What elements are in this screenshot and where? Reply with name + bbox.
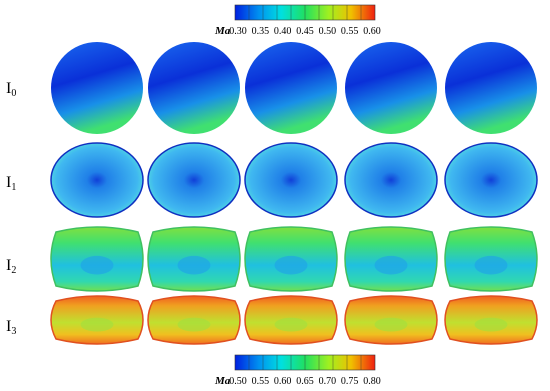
row-subscript: 3: [11, 326, 16, 337]
colorbar-tick-label: 0.50: [229, 376, 247, 387]
contour-core: [374, 255, 408, 275]
row-letter: I: [6, 257, 11, 274]
contour-plot: [344, 142, 438, 218]
colorbar-tick-label: 0.50: [319, 26, 337, 37]
colorbar-tick-label: 0.75: [341, 376, 359, 387]
row-subscript: 1: [11, 182, 16, 193]
colorbar-tick-label: 0.70: [319, 376, 337, 387]
colorbar-tick-label: 0.40: [274, 26, 292, 37]
row-letter: I: [6, 80, 11, 97]
colorbar-tick-label: 0.80: [363, 376, 381, 387]
contour-core: [274, 317, 308, 332]
contour-plot: [147, 142, 241, 218]
colorbar-label: Ma: [214, 25, 231, 37]
row-label: I2: [6, 257, 16, 276]
contour-core: [177, 255, 211, 275]
row-label: I0: [6, 80, 16, 99]
colorbar-tick-label: 0.60: [274, 376, 292, 387]
contour-plot: [444, 142, 538, 218]
contour-plot: [445, 42, 537, 134]
contour-plot: [50, 142, 144, 218]
colorbar-tick-label: 0.35: [252, 26, 270, 37]
row-letter: I: [6, 174, 11, 191]
colorbar-tick-label: 0.30: [229, 26, 247, 37]
contour-plot: [51, 42, 143, 134]
contour-plot: [245, 42, 337, 134]
contour-core: [274, 255, 308, 275]
row-letter: I: [6, 318, 11, 335]
contour-core: [80, 317, 114, 332]
colorbar-label: Ma: [214, 375, 231, 387]
row-subscript: 2: [11, 265, 16, 276]
contour-core: [80, 255, 114, 275]
contour-plot: [345, 42, 437, 134]
row-label: I1: [6, 174, 16, 193]
contour-core: [474, 255, 508, 275]
colorbar-tick-label: 0.55: [341, 26, 359, 37]
row-subscript: 0: [11, 88, 16, 99]
contour-core: [177, 317, 211, 332]
contour-core: [474, 317, 508, 332]
colorbar-tick-label: 0.45: [296, 26, 314, 37]
contour-plot: [244, 142, 338, 218]
colorbar-tick-label: 0.55: [252, 376, 270, 387]
contour-core: [374, 317, 408, 332]
row-label: I3: [6, 318, 16, 337]
contour-plot: [148, 42, 240, 134]
colorbar-tick-label: 0.60: [363, 26, 381, 37]
colorbar-tick-label: 0.65: [296, 376, 314, 387]
